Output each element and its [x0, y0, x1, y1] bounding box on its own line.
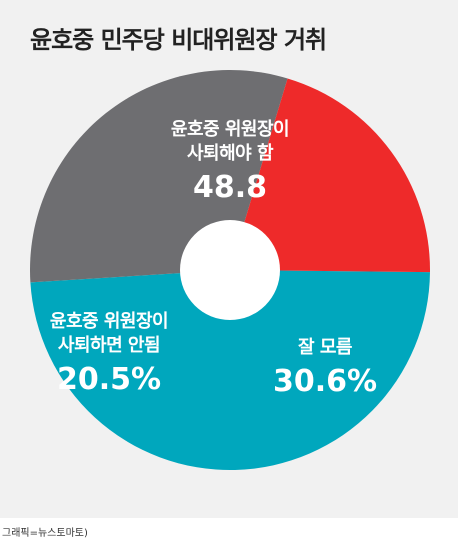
- label-not-resign-value: 20.5%: [56, 362, 162, 397]
- label-not-resign-line1: 윤호중 위원장이: [49, 311, 169, 332]
- label-not-resign-line2: 사퇴하면 안됨: [57, 335, 161, 356]
- label-unknown: 잘 모름 30.6%: [250, 336, 400, 402]
- chart-panel: 윤호중 민주당 비대위원장 거취 윤호중 위원장이 사퇴해야 함 48.8 잘 …: [0, 0, 458, 518]
- label-resign-line2: 사퇴해야 함: [186, 143, 274, 164]
- slice-not-resign: [230, 78, 431, 273]
- label-not-resign: 윤호중 위원장이 사퇴하면 안됨 20.5%: [24, 310, 194, 400]
- chart-title: 윤호중 민주당 비대위원장 거취: [30, 26, 327, 54]
- label-resign: 윤호중 위원장이 사퇴해야 함 48.8: [130, 118, 330, 208]
- graphic-credit: 그래픽=뉴스토마토): [2, 528, 88, 539]
- donut-hole: [180, 220, 280, 320]
- slice-resign: [30, 270, 430, 471]
- donut-chart: [29, 69, 431, 471]
- label-unknown-value: 30.6%: [272, 364, 378, 399]
- label-resign-value: 48.8: [192, 170, 268, 205]
- label-unknown-line1: 잘 모름: [298, 337, 352, 358]
- label-resign-line1: 윤호중 위원장이: [170, 119, 290, 140]
